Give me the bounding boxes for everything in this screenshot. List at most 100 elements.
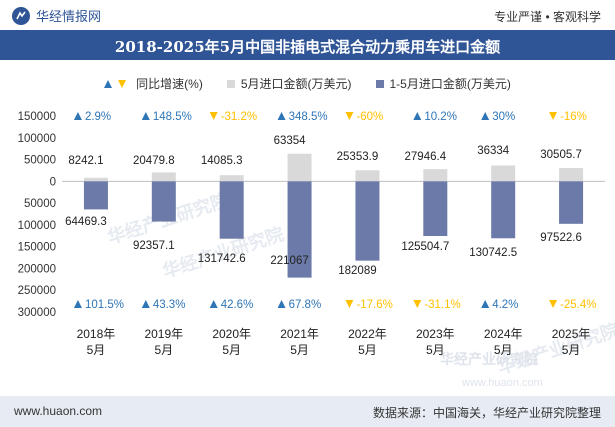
x-tick-label: 2022年 5月 — [348, 327, 387, 357]
may-value-label: 14085.3 — [201, 155, 243, 167]
chart-legend: 同比增速(%) 5月进口金额(万美元) 1-5月进口金额(万美元) — [0, 75, 615, 92]
y-tick-label: 0 — [50, 176, 56, 188]
jan-may-value-label: 97522.6 — [540, 232, 582, 244]
footer: www.huaon.com 数据来源：中国海关，华经产业研究院整理 — [0, 396, 615, 427]
y-tick-label: 150000 — [18, 242, 56, 254]
jan-may-bar — [491, 181, 516, 239]
jan-may-bar — [355, 181, 380, 261]
brand-name: 华经情报网 — [36, 9, 102, 24]
jan-may-bar — [83, 181, 108, 210]
jan-may-yoy-label: 43.3% — [153, 299, 186, 311]
may-yoy-label: -31.2% — [221, 111, 257, 123]
may-yoy-label: 10.2% — [424, 111, 457, 123]
brand: 华经情报网 — [12, 6, 101, 25]
jan-may-bar — [559, 181, 584, 224]
chart-title: 2018-2025年5月中国非插电式混合动力乘用车进口金额 — [114, 38, 501, 56]
legend-label-may: 5月进口金额(万美元) — [240, 77, 352, 91]
jan-may-bar — [151, 181, 176, 222]
may-yoy-down-marker — [209, 112, 218, 120]
jan-may-value-label: 92357.1 — [133, 240, 175, 252]
jan-may-yoy-label: 101.5% — [85, 299, 124, 311]
may-yoy-up-marker — [141, 112, 150, 120]
x-tick-label: 2023年 5月 — [416, 327, 455, 357]
jan-may-value-label: 64469.3 — [65, 216, 107, 228]
y-tick-label: 100000 — [18, 133, 56, 145]
may-yoy-up-marker — [277, 112, 286, 120]
x-tick-label: 2024年 5月 — [484, 327, 523, 357]
jan-may-yoy-up-marker — [141, 300, 150, 308]
may-value-label: 8242.1 — [68, 155, 103, 167]
x-tick-label: 2020年 5月 — [212, 327, 251, 357]
jan-may-yoy-down-marker — [549, 300, 558, 308]
y-tick-label: 250000 — [18, 285, 56, 297]
may-bar — [559, 168, 584, 182]
legend-may-swatch-icon — [226, 79, 235, 88]
jan-may-value-label: 131742.6 — [198, 253, 246, 265]
y-tick-label: 200000 — [18, 263, 56, 275]
footer-url: www.huaon.com — [14, 404, 103, 418]
jan-may-yoy-label: 42.6% — [221, 299, 254, 311]
may-yoy-label: 348.5% — [289, 111, 328, 123]
jan-may-yoy-up-marker — [277, 300, 286, 308]
may-yoy-up-marker — [73, 112, 82, 120]
y-tick-label: 50000 — [24, 198, 56, 210]
jan-may-yoy-label: -25.4% — [560, 299, 596, 311]
legend-item-may: 5月进口金额(万美元) — [226, 75, 352, 92]
jan-may-yoy-up-marker — [73, 300, 82, 308]
legend-item-yoy: 同比增速(%) — [104, 75, 203, 92]
may-value-label: 20479.8 — [133, 155, 175, 167]
may-value-label: 25353.9 — [337, 151, 379, 163]
may-bar — [423, 169, 448, 182]
watermark-brand: 华经产业研究院 — [440, 351, 538, 367]
legend-jan-may-swatch-icon — [375, 79, 384, 88]
may-yoy-label: 148.5% — [153, 111, 192, 123]
jan-may-yoy-down-marker — [345, 300, 354, 308]
jan-may-yoy-up-marker — [209, 300, 218, 308]
x-tick-label: 2018年 5月 — [77, 327, 116, 357]
may-value-label: 63354 — [274, 135, 307, 147]
jan-may-yoy-label: -31.1% — [424, 299, 460, 311]
may-yoy-label: 2.9% — [85, 111, 111, 123]
legend-yoy-marker-icon — [104, 79, 127, 88]
legend-label-jan-may: 1-5月进口金额(万美元) — [389, 77, 511, 91]
may-yoy-up-marker — [481, 112, 490, 120]
y-tick-label: 100000 — [18, 220, 56, 232]
may-bar — [287, 153, 312, 182]
legend-item-jan-may: 1-5月进口金额(万美元) — [375, 75, 511, 92]
may-bar — [491, 165, 516, 182]
x-tick-label: 2019年 5月 — [144, 327, 183, 357]
may-value-label: 27946.4 — [405, 151, 447, 163]
slogan: 专业严谨 • 客观科学 — [494, 10, 601, 24]
top-bar: 华经情报网 专业严谨 • 客观科学 — [0, 0, 615, 30]
may-bar — [83, 177, 108, 182]
may-yoy-up-marker — [413, 112, 422, 120]
jan-may-yoy-down-marker — [413, 300, 422, 308]
may-yoy-label: -16% — [560, 111, 587, 123]
jan-may-value-label: 125504.7 — [401, 241, 449, 253]
may-bar — [219, 175, 244, 182]
y-tick-label: 300000 — [18, 307, 56, 319]
jan-may-yoy-label: 4.2% — [492, 299, 518, 311]
jan-may-yoy-label: -17.6% — [356, 299, 392, 311]
jan-may-bar — [423, 181, 448, 236]
x-tick-label: 2025年 5月 — [552, 327, 591, 357]
may-value-label: 36334 — [477, 145, 510, 157]
may-bar — [355, 170, 380, 182]
jan-may-value-label: 221067 — [270, 255, 308, 267]
jan-may-yoy-label: 67.8% — [289, 299, 322, 311]
chart-plot: 华经产业研究院华经产业研究院华经产业研究院华经产业研究院www.huaon.co… — [18, 111, 615, 389]
footer-source: 数据来源：中国海关，华经产业研究院整理 — [372, 406, 601, 420]
may-yoy-label: 30% — [492, 111, 515, 123]
may-yoy-down-marker — [549, 112, 558, 120]
title-bar: 2018-2025年5月中国非插电式混合动力乘用车进口金额 — [0, 30, 615, 60]
may-value-label: 30505.7 — [540, 149, 582, 161]
watermark-url: www.huaon.com — [461, 377, 543, 389]
legend-label-yoy: 同比增速(%) — [136, 77, 203, 91]
y-tick-label: 150000 — [18, 111, 56, 123]
may-bar — [151, 172, 176, 182]
may-yoy-label: -60% — [356, 111, 383, 123]
brand-logo-icon — [12, 6, 30, 25]
jan-may-bar — [219, 181, 244, 239]
x-tick-label: 2021年 5月 — [280, 327, 319, 357]
may-yoy-down-marker — [345, 112, 354, 120]
